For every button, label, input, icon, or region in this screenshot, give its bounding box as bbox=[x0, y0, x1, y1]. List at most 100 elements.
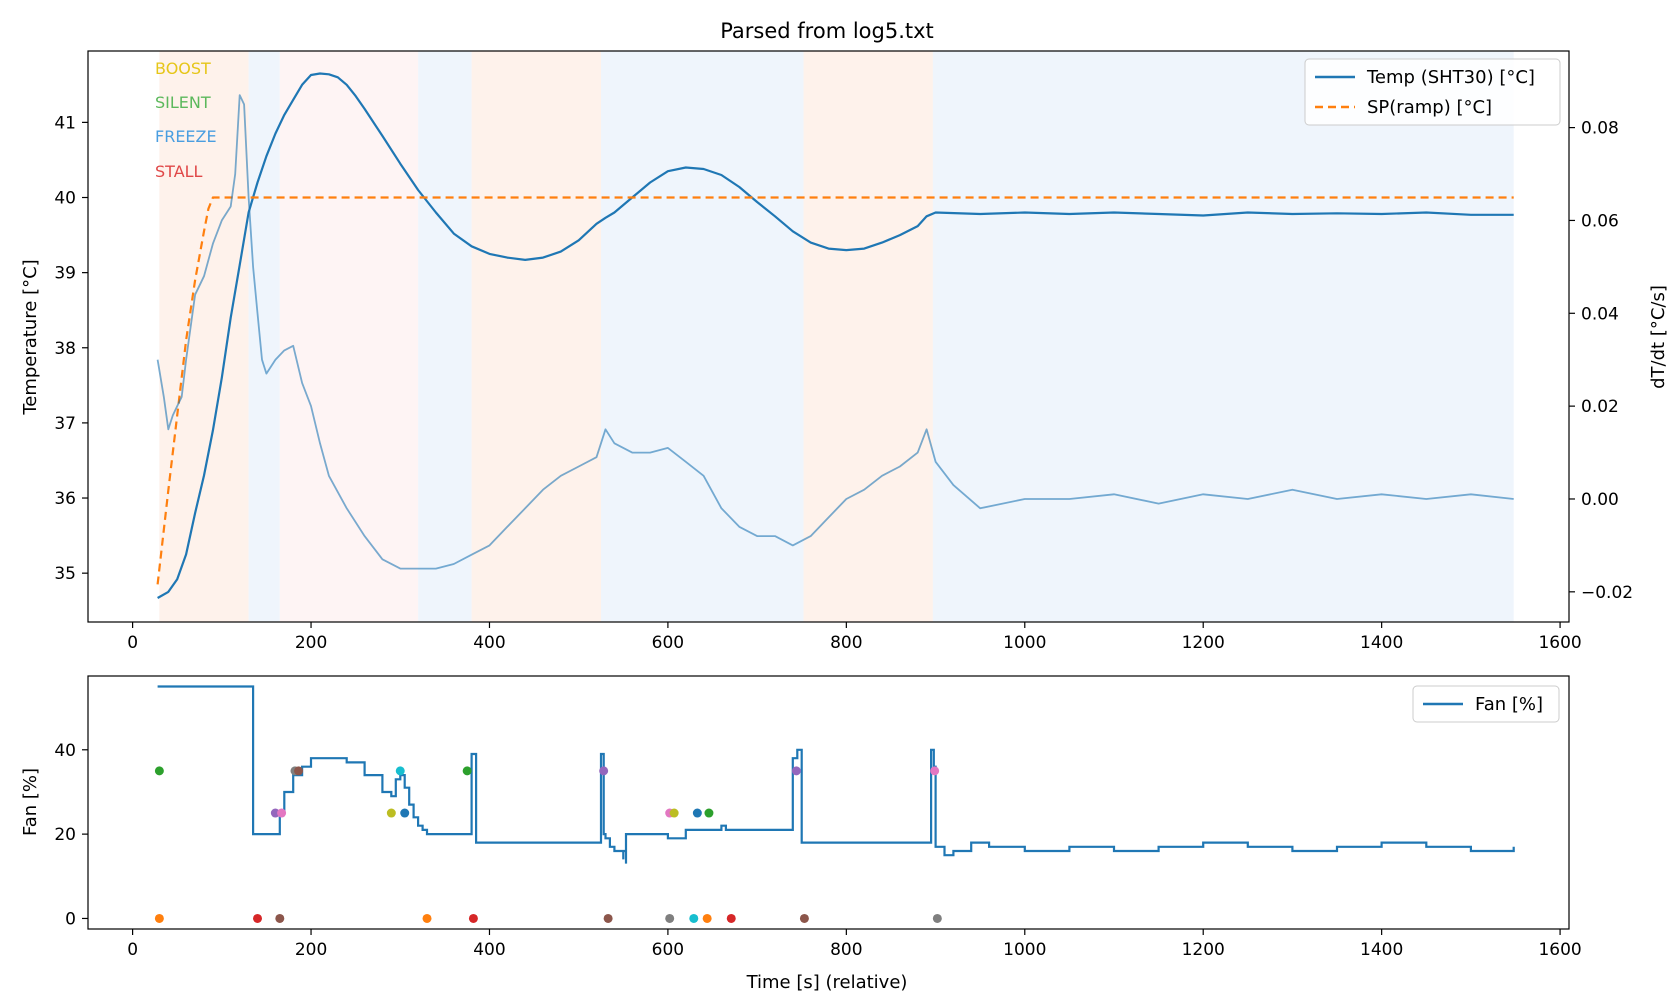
event-markers bbox=[154, 766, 942, 923]
bottom-y-tick-label: 20 bbox=[54, 825, 76, 845]
setpoint-series-line bbox=[156, 196, 1514, 585]
top-y2-axis-label: dT/dt [°C/s] bbox=[1648, 285, 1669, 389]
event-marker bbox=[669, 808, 679, 818]
mode-label-boost: BOOST bbox=[155, 59, 211, 78]
event-marker bbox=[422, 913, 432, 923]
mode-bands bbox=[159, 51, 1514, 622]
event-marker bbox=[395, 766, 405, 776]
bottom-x-tick-label: 600 bbox=[652, 940, 684, 960]
mode-band-stall bbox=[279, 51, 419, 622]
top-x-tick-label: 800 bbox=[830, 633, 862, 653]
event-marker bbox=[692, 808, 702, 818]
bottom-x-tick-label: 400 bbox=[473, 940, 505, 960]
bottom-y-tick-label: 40 bbox=[54, 741, 76, 761]
top-y2-tick-label: 0.04 bbox=[1581, 304, 1619, 324]
bottom-axes-frame bbox=[87, 675, 1570, 930]
top-y-tick-label: 39 bbox=[54, 264, 76, 284]
event-marker bbox=[277, 808, 287, 818]
event-marker bbox=[294, 766, 304, 776]
mode-band-freeze bbox=[932, 51, 1514, 622]
top-legend-box bbox=[1304, 58, 1561, 126]
top-y-tick-label: 41 bbox=[54, 113, 76, 133]
temp-series-line bbox=[157, 72, 1514, 599]
event-marker bbox=[253, 913, 263, 923]
legend-label-fan: Fan [%] bbox=[1475, 694, 1543, 715]
mode-label-stall: STALL bbox=[155, 162, 203, 181]
bottom-plot-lines bbox=[157, 685, 1515, 864]
bottom-y-tick-label: 0 bbox=[65, 909, 76, 929]
top-y-ticks: 35 36 37 38 39 40 41 bbox=[54, 113, 88, 584]
mode-label-freeze: FREEZE bbox=[155, 127, 217, 146]
event-marker bbox=[270, 808, 280, 818]
event-marker bbox=[275, 913, 285, 923]
top-y-tick-label: 36 bbox=[54, 489, 76, 509]
mode-band-boost bbox=[159, 51, 249, 622]
event-marker bbox=[799, 913, 809, 923]
mode-band-boost bbox=[471, 51, 601, 622]
bottom-x-tick-label: 1000 bbox=[1003, 940, 1046, 960]
top-y-tick-label: 35 bbox=[54, 564, 76, 584]
event-marker bbox=[930, 766, 940, 776]
top-x-tick-label: 200 bbox=[295, 633, 327, 653]
bottom-x-ticks: 0 200 400 600 800 1000 1200 1400 1600 bbox=[127, 929, 1582, 960]
top-x-tick-label: 400 bbox=[473, 633, 505, 653]
top-y2-tick-label: 0.00 bbox=[1581, 490, 1619, 510]
event-marker bbox=[154, 766, 164, 776]
mode-band-freeze bbox=[418, 51, 472, 622]
bottom-legend: Fan [%] bbox=[1412, 685, 1560, 723]
bottom-x-tick-label: 1600 bbox=[1538, 940, 1581, 960]
bottom-x-tick-label: 0 bbox=[127, 940, 138, 960]
top-x-tick-label: 1200 bbox=[1182, 633, 1225, 653]
top-x-tick-label: 1400 bbox=[1360, 633, 1403, 653]
top-x-tick-label: 1600 bbox=[1538, 633, 1581, 653]
mode-labels: BOOST SILENT FREEZE STALL bbox=[155, 59, 217, 181]
bottom-y-axis-label: Fan [%] bbox=[20, 768, 41, 836]
legend-label-setpoint: SP(ramp) [°C] bbox=[1367, 97, 1492, 118]
top-x-tick-label: 0 bbox=[127, 633, 138, 653]
bottom-y-ticks: 0 20 40 bbox=[54, 741, 88, 929]
top-y2-tick-label: 0.06 bbox=[1581, 211, 1619, 231]
event-marker bbox=[154, 913, 164, 923]
top-y2-ticks: −0.02 0.00 0.02 0.04 0.06 0.08 bbox=[1569, 119, 1633, 603]
top-y2-tick-label: −0.02 bbox=[1581, 583, 1633, 603]
top-y-axis-label: Temperature [°C] bbox=[20, 259, 41, 415]
top-y-tick-label: 38 bbox=[54, 339, 76, 359]
bottom-x-tick-label: 200 bbox=[295, 940, 327, 960]
top-x-tick-label: 1000 bbox=[1003, 633, 1046, 653]
fan-series-line bbox=[157, 685, 1515, 864]
top-legend: Temp (SHT30) [°C] SP(ramp) [°C] bbox=[1304, 58, 1561, 126]
mode-band-boost bbox=[803, 51, 933, 622]
event-marker bbox=[665, 913, 675, 923]
dtdt-series-line bbox=[156, 94, 1514, 570]
event-marker bbox=[386, 808, 396, 818]
bottom-x-axis-label: Time [s] (relative) bbox=[746, 972, 908, 993]
bottom-x-tick-label: 1400 bbox=[1360, 940, 1403, 960]
event-marker bbox=[704, 808, 714, 818]
top-plot-lines bbox=[156, 72, 1514, 599]
event-marker bbox=[702, 913, 712, 923]
bottom-x-tick-label: 1200 bbox=[1182, 940, 1225, 960]
top-y-tick-label: 40 bbox=[54, 189, 76, 209]
mode-label-silent: SILENT bbox=[155, 93, 211, 112]
fan-panel: 0 200 400 600 800 1000 1200 1400 1600 0 20 40 Fan … bbox=[20, 675, 1582, 993]
event-marker bbox=[689, 913, 699, 923]
event-marker bbox=[726, 913, 736, 923]
bottom-x-tick-label: 800 bbox=[830, 940, 862, 960]
bottom-legend-box bbox=[1412, 685, 1560, 723]
event-marker bbox=[791, 766, 801, 776]
event-marker bbox=[932, 913, 942, 923]
event-marker bbox=[462, 766, 472, 776]
event-marker bbox=[400, 808, 410, 818]
chart-title: Parsed from log5.txt bbox=[720, 19, 934, 43]
mode-band-freeze bbox=[248, 51, 280, 622]
top-x-tick-label: 600 bbox=[652, 633, 684, 653]
event-marker bbox=[468, 913, 478, 923]
top-y-tick-label: 37 bbox=[54, 414, 76, 434]
top-axes-frame bbox=[87, 50, 1570, 623]
temperature-panel: Parsed from log5.txt 0 200 400 600 800 1000 12… bbox=[20, 19, 1669, 653]
top-y2-tick-label: 0.02 bbox=[1581, 397, 1619, 417]
event-marker bbox=[603, 913, 613, 923]
mode-band-freeze bbox=[600, 51, 804, 622]
event-marker bbox=[599, 766, 609, 776]
